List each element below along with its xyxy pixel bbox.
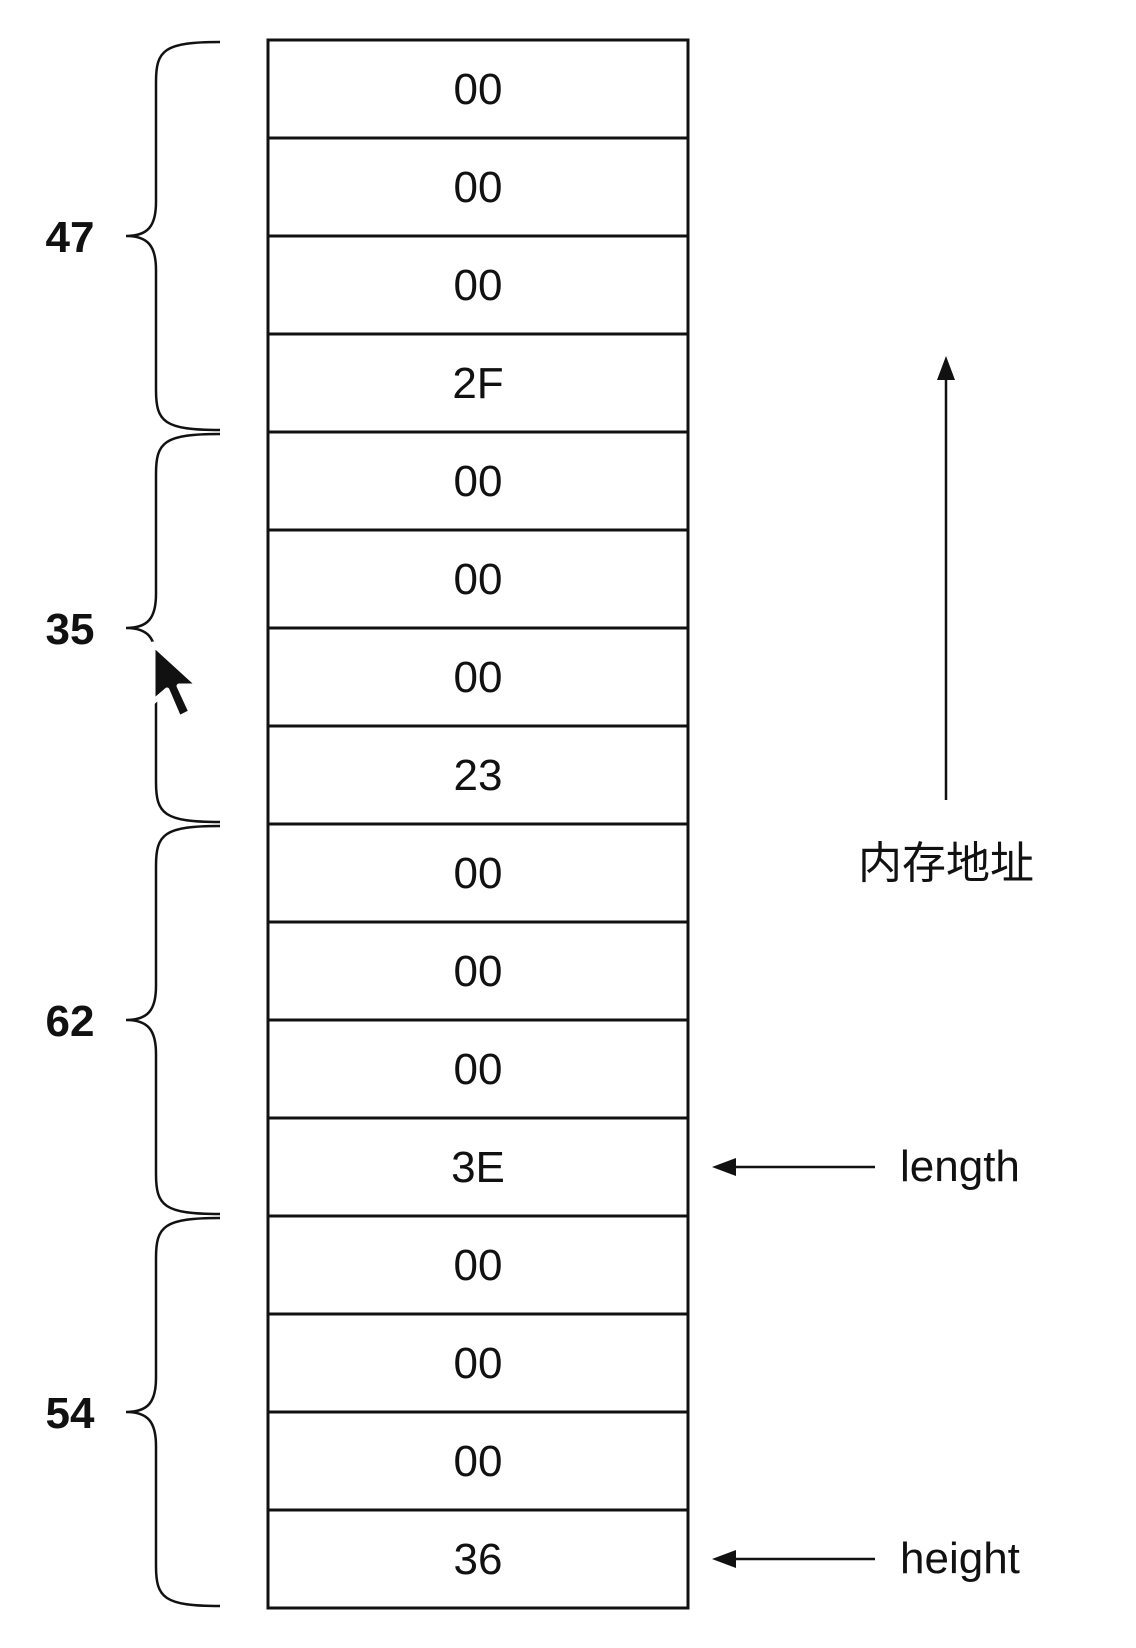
mouse-pointer-icon — [150, 641, 202, 721]
address-axis-arrowhead — [937, 356, 955, 380]
group-brace: 35 — [46, 432, 221, 824]
memory-cell: 3E — [266, 1116, 690, 1218]
group-brace: 54 — [46, 1216, 221, 1608]
memory-cell: 2F — [266, 332, 690, 434]
memory-cell: 00 — [266, 528, 690, 630]
group-braces: 47 35 62 54 — [46, 40, 221, 1608]
memory-cell-value: 00 — [454, 163, 503, 212]
group-value-label: 47 — [46, 213, 95, 262]
memory-cell-value: 00 — [454, 261, 503, 310]
brace-shape — [125, 1216, 221, 1608]
memory-cell-value: 00 — [454, 1241, 503, 1290]
memory-cell-value: 00 — [454, 1339, 503, 1388]
memory-cell-value: 00 — [454, 849, 503, 898]
brace-shape — [125, 40, 221, 432]
memory-cell-value: 00 — [454, 1437, 503, 1486]
memory-cells: 00 00 00 2F 00 00 00 23 00 00 00 3E 00 00 00 36 — [266, 38, 690, 1610]
memory-cell: 23 — [266, 724, 690, 826]
brace-shape — [125, 824, 221, 1216]
memory-cell-value: 00 — [454, 653, 503, 702]
pointer-label: height — [900, 1534, 1020, 1583]
memory-cell-value: 00 — [454, 457, 503, 506]
pointer-arrows: length height — [712, 1142, 1020, 1583]
memory-cell-value: 00 — [454, 1045, 503, 1094]
memory-cell: 00 — [266, 234, 690, 336]
brace-shape — [125, 432, 221, 824]
address-axis: 内存地址 — [858, 356, 1034, 889]
memory-cell: 36 — [266, 1508, 690, 1610]
pointer-arrowhead — [712, 1158, 736, 1176]
memory-cell-value: 00 — [454, 947, 503, 996]
memory-cell-value: 00 — [454, 555, 503, 604]
memory-cell-value: 00 — [454, 65, 503, 114]
memory-cell-value: 23 — [454, 751, 503, 800]
pointer-arrow: height — [712, 1534, 1020, 1583]
pointer-arrow: length — [712, 1142, 1020, 1191]
memory-cell: 00 — [266, 1018, 690, 1120]
memory-cell: 00 — [266, 430, 690, 532]
memory-cell: 00 — [266, 822, 690, 924]
memory-cell: 00 — [266, 1410, 690, 1512]
memory-cell: 00 — [266, 626, 690, 728]
memory-cell: 00 — [266, 136, 690, 238]
memory-cell: 00 — [266, 1312, 690, 1414]
pointer-label: length — [900, 1142, 1020, 1191]
pointer-arrowhead — [712, 1550, 736, 1568]
address-axis-label: 内存地址 — [858, 838, 1034, 889]
memory-cell-value: 3E — [451, 1143, 505, 1192]
memory-cell: 00 — [266, 38, 690, 140]
group-brace: 47 — [46, 40, 221, 432]
group-value-label: 62 — [46, 997, 95, 1046]
memory-cell-value: 36 — [454, 1535, 503, 1584]
group-value-label: 35 — [46, 605, 95, 654]
memory-cell: 00 — [266, 1214, 690, 1316]
memory-cell: 00 — [266, 920, 690, 1022]
group-value-label: 54 — [46, 1389, 95, 1438]
memory-cell-value: 2F — [452, 359, 503, 408]
group-brace: 62 — [46, 824, 221, 1216]
